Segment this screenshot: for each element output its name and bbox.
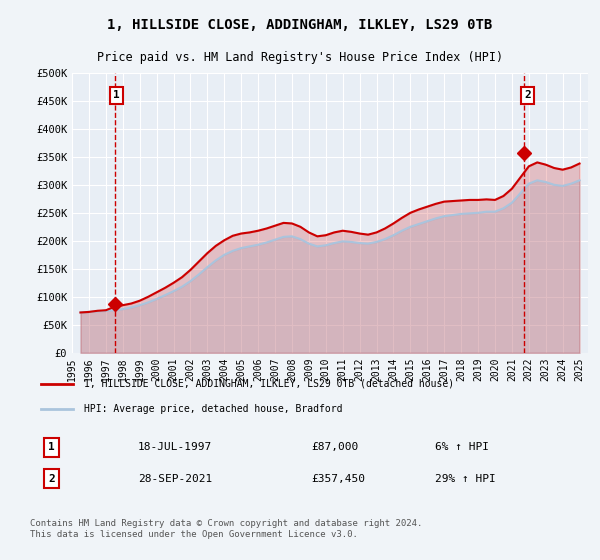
- Text: 1, HILLSIDE CLOSE, ADDINGHAM, ILKLEY, LS29 0TB: 1, HILLSIDE CLOSE, ADDINGHAM, ILKLEY, LS…: [107, 18, 493, 32]
- Text: HPI: Average price, detached house, Bradford: HPI: Average price, detached house, Brad…: [84, 404, 343, 414]
- Text: Contains HM Land Registry data © Crown copyright and database right 2024.
This d: Contains HM Land Registry data © Crown c…: [30, 519, 422, 539]
- Text: 1: 1: [113, 90, 120, 100]
- Text: £357,450: £357,450: [311, 474, 365, 484]
- Text: 28-SEP-2021: 28-SEP-2021: [138, 474, 212, 484]
- Text: 2: 2: [48, 474, 55, 484]
- Text: 18-JUL-1997: 18-JUL-1997: [138, 442, 212, 452]
- Text: Price paid vs. HM Land Registry's House Price Index (HPI): Price paid vs. HM Land Registry's House …: [97, 51, 503, 64]
- Text: 29% ↑ HPI: 29% ↑ HPI: [435, 474, 496, 484]
- Text: 2: 2: [524, 90, 531, 100]
- Text: 6% ↑ HPI: 6% ↑ HPI: [435, 442, 489, 452]
- Text: £87,000: £87,000: [311, 442, 358, 452]
- Text: 1: 1: [48, 442, 55, 452]
- Text: 1, HILLSIDE CLOSE, ADDINGHAM, ILKLEY, LS29 0TB (detached house): 1, HILLSIDE CLOSE, ADDINGHAM, ILKLEY, LS…: [84, 379, 454, 389]
